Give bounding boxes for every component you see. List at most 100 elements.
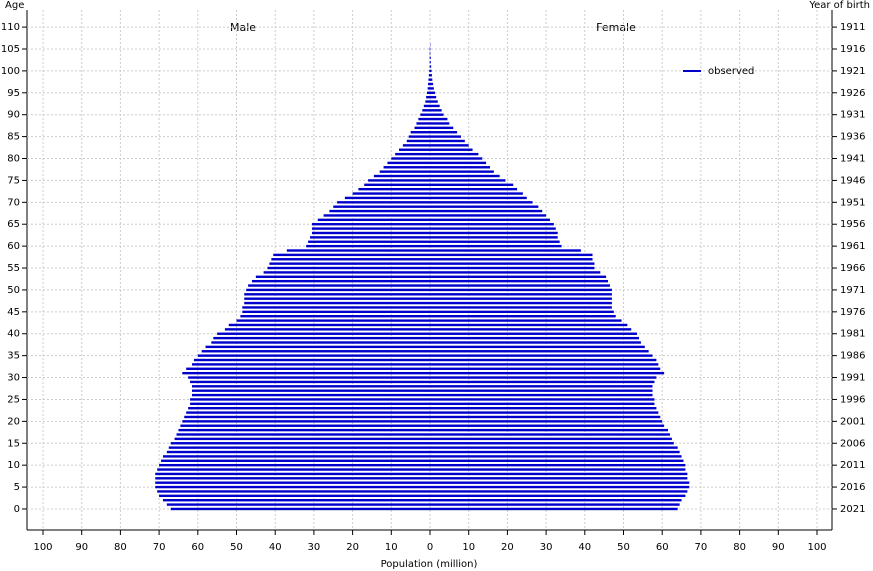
y2-tick-label: 2001 <box>840 416 865 427</box>
bar <box>430 315 616 318</box>
bar <box>426 91 430 94</box>
bar <box>186 367 430 370</box>
bar <box>311 227 430 230</box>
y2-tick-label: 1991 <box>840 373 865 384</box>
bar <box>430 244 562 248</box>
x-tick-label: 30 <box>540 542 553 553</box>
bar <box>182 371 430 375</box>
bar <box>425 100 430 103</box>
bar <box>430 157 483 160</box>
bar <box>422 109 430 112</box>
bar <box>430 481 690 484</box>
bar <box>410 131 430 134</box>
bar <box>430 231 558 235</box>
bar <box>430 179 506 182</box>
bar <box>193 358 430 362</box>
bar <box>430 402 655 406</box>
bar <box>430 389 653 392</box>
y2-tick-label: 2021 <box>840 504 865 515</box>
bar <box>180 424 430 427</box>
bar <box>162 499 430 502</box>
y2-tick-label: 1986 <box>840 351 865 362</box>
bar <box>430 494 686 498</box>
bar <box>329 209 430 213</box>
y-axis-label: Age <box>5 0 24 11</box>
bar <box>430 100 438 103</box>
bar <box>430 371 665 375</box>
y2-tick-label: 1971 <box>840 285 865 296</box>
bar <box>430 183 514 186</box>
bar <box>430 253 593 257</box>
bar <box>423 104 430 108</box>
bar <box>402 144 430 147</box>
bar <box>430 82 434 86</box>
bar <box>430 201 533 204</box>
y-tick-label: 85 <box>7 132 20 143</box>
bar <box>430 323 628 327</box>
bar <box>430 345 645 349</box>
bar <box>416 122 430 125</box>
bar <box>430 367 661 370</box>
bar <box>191 385 430 388</box>
bar <box>430 109 442 112</box>
y-tick-label: 105 <box>1 44 20 55</box>
bar <box>267 266 430 270</box>
bar <box>430 363 659 366</box>
bar <box>311 223 430 226</box>
bar <box>430 236 558 239</box>
y-tick-label: 20 <box>7 416 20 427</box>
y-tick-label: 110 <box>1 22 20 33</box>
y-tick-label: 50 <box>7 285 20 296</box>
bar <box>271 258 430 261</box>
y2-tick-label: 1956 <box>840 219 865 230</box>
y-tick-label: 40 <box>7 329 20 340</box>
bar <box>430 306 612 309</box>
bar <box>188 407 430 410</box>
bar <box>430 240 560 243</box>
bar <box>430 507 678 511</box>
bar <box>387 161 430 165</box>
y2-tick-label: 1926 <box>840 88 865 99</box>
bar <box>190 398 430 401</box>
bar <box>430 336 639 340</box>
legend-label: observed <box>708 66 754 77</box>
bar <box>310 236 430 239</box>
bar <box>191 389 430 392</box>
bar <box>358 187 430 191</box>
bar <box>213 336 430 340</box>
x-tick-label: 90 <box>772 542 785 553</box>
bar <box>430 420 663 423</box>
bar <box>430 152 479 156</box>
bar <box>406 139 430 143</box>
bar <box>188 376 430 379</box>
y-tick-label: 25 <box>7 394 20 405</box>
bar <box>420 113 430 116</box>
x-tick-label: 10 <box>385 542 398 553</box>
bar <box>166 503 430 506</box>
bar <box>391 157 430 160</box>
bar <box>430 341 641 344</box>
bar <box>426 95 430 99</box>
bar <box>263 271 430 274</box>
bar <box>242 306 430 309</box>
bar <box>201 350 430 353</box>
bar <box>430 485 690 489</box>
bar <box>430 60 431 64</box>
y2-tick-label: 2011 <box>840 460 865 471</box>
bar <box>191 363 430 366</box>
bar <box>182 420 430 423</box>
bar <box>191 393 430 397</box>
y2-tick-label: 1911 <box>840 22 865 33</box>
bar <box>379 170 430 173</box>
y2-tick-label: 1936 <box>840 132 865 143</box>
bar <box>430 499 682 502</box>
bar <box>317 218 430 222</box>
y2-tick-label: 1921 <box>840 66 865 77</box>
bar <box>430 446 678 449</box>
y-tick-label: 10 <box>7 460 20 471</box>
bar <box>430 209 543 213</box>
x-tick-label: 100 <box>807 542 826 553</box>
bar <box>217 332 430 335</box>
bar <box>430 288 612 292</box>
y-tick-label: 15 <box>7 438 20 449</box>
